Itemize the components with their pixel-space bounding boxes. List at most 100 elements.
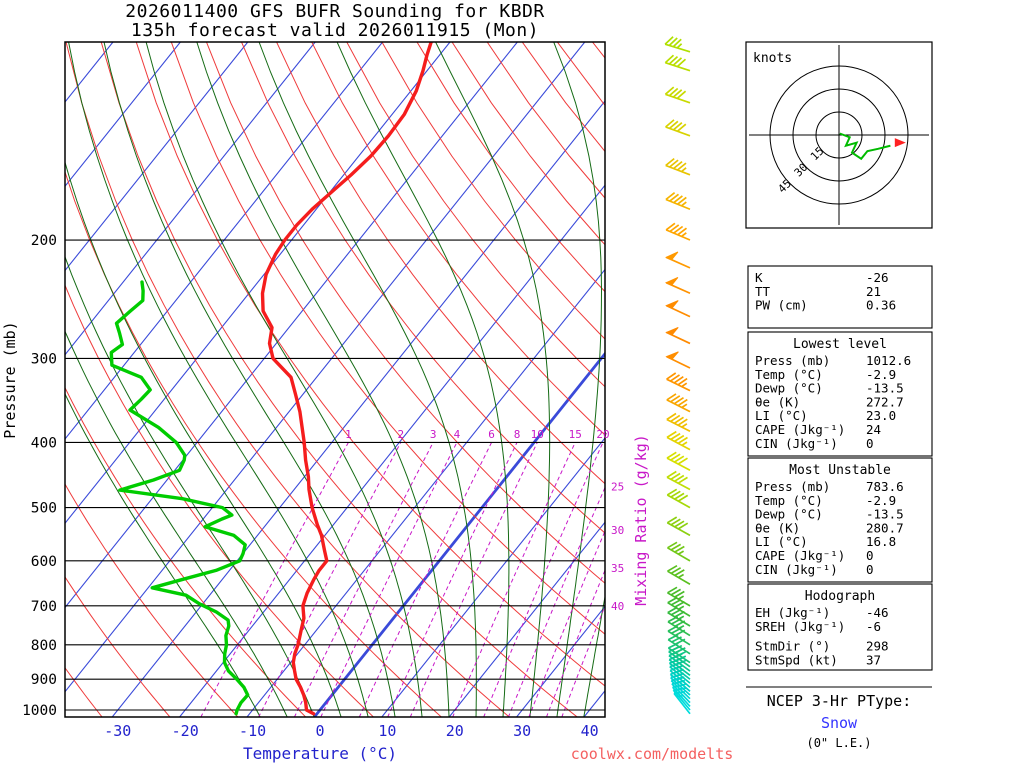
index-label: CAPE (Jkg⁻¹) [755,422,845,437]
wind-barb [667,625,691,646]
chart-subtitle: 135h forecast valid 2026011915 (Mon) [131,20,539,41]
index-value: 1012.6 [866,353,911,368]
wind-barb [667,606,691,627]
isotherm-line [448,521,605,717]
isotherm-line [65,42,181,188]
hodograph-units-label: knots [753,51,792,66]
index-value: -2.9 [866,367,896,382]
mixing-ratio-labels: 1 2 3 4 6 8 10 15 20 25 30 35 40 [345,428,624,613]
index-label: CAPE (Jkg⁻¹) [755,548,845,563]
index-label: Dewp (°C) [755,507,823,522]
index-value: 783.6 [866,479,904,494]
moist-adiabat-line [258,42,477,717]
index-value: 272.7 [866,394,904,409]
dry-adiabat-line [100,42,578,717]
index-value: 280.7 [866,520,904,535]
pressure-tick-label: 400 [31,435,57,451]
pressure-tick-label: 700 [31,599,57,615]
index-label: StmDir (°) [755,639,830,654]
wind-barb-column [664,36,691,715]
pressure-tick-label: 800 [31,638,57,654]
temperature-tick-label: 0 [315,722,324,740]
index-box-header: Hodograph [805,589,875,604]
isotherm-line [179,184,605,717]
dry-adiabat-line [65,42,510,717]
temperature-tick-label: 40 [581,722,599,740]
index-value: 298 [866,639,889,654]
mixing-ratio-axis-label: Mixing Ratio (g/kg) [632,434,650,606]
index-box-header: Most Unstable [789,463,891,478]
temperature-curve [260,42,433,716]
temperature-tick-label: -10 [239,722,266,740]
index-value: 24 [866,422,881,437]
pressure-tick-label: 500 [31,501,57,517]
wind-barb [666,372,691,392]
index-box [747,265,933,329]
dry-adiabat-line [240,42,605,534]
index-value: 21 [866,284,881,299]
mixing-ratio-label: 6 [488,428,495,441]
temperature-tick-labels: -30 -20 -10 0 10 20 30 40 [104,722,598,740]
wind-barb [667,633,691,655]
ptype-title: NCEP 3-Hr PType: [767,692,912,710]
dry-adiabat-line [65,666,103,717]
wind-barb [665,222,691,241]
temperature-axis-label: Temperature (°C) [243,744,397,763]
dry-adiabat-line [65,170,442,717]
index-label: K [755,270,763,285]
isotherm-line [313,351,605,717]
pressure-tick-label: 300 [31,351,57,367]
wind-barb [664,86,691,104]
hodograph-ring [792,88,886,182]
watermark: coolwx.com/modelts [571,745,734,763]
dry-adiabat-line [65,576,171,717]
chart-title: 2026011400 GFS BUFR Sounding for KBDR [125,1,544,22]
wind-barb [665,192,691,211]
mixing-ratio-line [561,604,605,717]
mixing-ratio-line [387,442,518,717]
dry-adiabat-line [65,483,239,717]
hodograph-ring [769,65,909,205]
pressure-tick-label: 600 [31,554,57,570]
index-label: SREH (Jkg⁻¹) [755,619,845,634]
moist-adiabat-line [145,42,423,717]
wind-barb [667,586,691,607]
plot-border [64,41,606,718]
wind-barb [666,304,691,318]
mixing-ratio-line [258,442,402,717]
wind-barb [666,412,691,433]
moist-adiabat-line [435,42,551,717]
moist-adiabat-line [103,42,396,717]
index-label: Dewp (°C) [755,381,823,396]
index-value: -6 [866,619,881,634]
mixing-ratio-line [483,442,604,717]
index-value: 0.36 [866,298,896,313]
index-value: 0 [866,562,874,577]
index-label: PW (cm) [755,298,808,313]
mixing-ratio-label: 10 [531,428,544,441]
dry-adiabat-line [346,42,605,388]
temperature-tick-label: 20 [446,722,464,740]
moist-adiabat-line [65,255,315,717]
temperature-tick-label: 30 [513,722,531,740]
wind-barb [667,564,691,585]
wind-barb [664,54,691,72]
index-value: 37 [866,652,881,667]
index-value: -13.5 [866,381,904,396]
dry-adiabat-line [381,42,605,340]
wind-barb [667,596,691,617]
index-label: CIN (Jkg⁻¹) [755,562,838,577]
mixing-ratio-line [452,442,576,717]
temperature-tick-label: 10 [378,722,396,740]
moist-adiabat-line [65,160,342,717]
mixing-ratio-line [545,568,605,717]
index-box [747,331,933,457]
isotherm-line [381,437,605,717]
wind-barb [666,331,691,345]
moist-adiabat-line [68,42,369,717]
index-label: Temp (°C) [755,493,823,508]
wind-barb [665,281,691,295]
wind-barb [666,393,691,413]
index-label: θe (K) [755,520,800,535]
